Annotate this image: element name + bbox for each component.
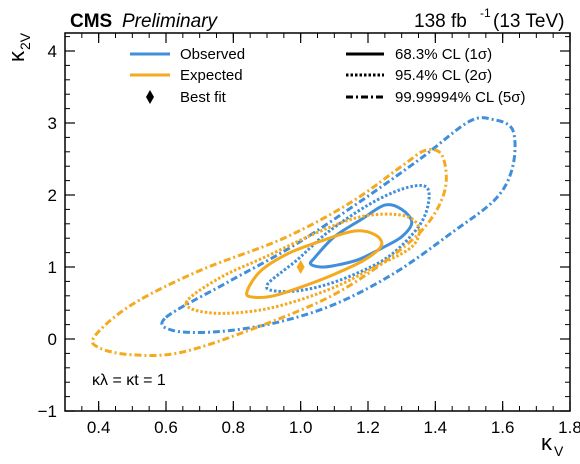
x-tick-label: 1.4: [424, 418, 448, 437]
legend-observed-label: Observed: [180, 46, 245, 63]
legend-dotted-label: 95.4% CL (2σ): [395, 67, 492, 84]
x-axis-title-sub: V: [554, 443, 564, 459]
legend-dashdot-label: 99.99994% CL (5σ): [395, 89, 525, 106]
x-tick-label: 0.8: [222, 418, 246, 437]
x-axis-title: κ V: [541, 430, 564, 459]
x-axis-ticks: 0.4 0.6 0.8 1.0 1.2 1.4 1.6 1.8: [87, 33, 580, 437]
lumi-value: 138 fb: [414, 11, 467, 32]
experiment-label: CMS: [70, 11, 112, 32]
legend-expected-label: Expected: [180, 67, 243, 84]
x-tick-label: 1.2: [356, 418, 380, 437]
x-tick-label: 0.6: [154, 418, 178, 437]
energy-label: (13 TeV): [493, 11, 564, 32]
expected-contour-dashdot: [90, 148, 448, 358]
y-axis-title: κ 2V: [4, 32, 33, 62]
legend: Observed Expected Best fit 68.3% CL (1σ)…: [130, 46, 525, 106]
observed-contour-solid: [308, 203, 414, 269]
plot-area: 0.4 0.6 0.8 1.0 1.2 1.4 1.6 1.8 −1 0 1 2 3 4: [38, 32, 580, 437]
legend-solid-label: 68.3% CL (1σ): [395, 46, 492, 63]
expected-contour-dotted: [184, 212, 421, 315]
expected-contour-solid: [245, 229, 384, 299]
legend-best-fit-label: Best fit: [180, 89, 227, 106]
y-tick-label: 4: [48, 42, 57, 61]
y-tick-label: 1: [48, 258, 57, 277]
legend-best-fit-marker: [146, 90, 154, 104]
x-tick-label: 1.0: [289, 418, 313, 437]
y-axis-ticks: −1 0 1 2 3 4: [38, 42, 570, 421]
observed-contour-dotted: [265, 183, 431, 294]
y-axis-title-main: κ: [4, 50, 29, 62]
y-tick-label: 2: [48, 186, 57, 205]
best-fit-marker: [296, 260, 305, 274]
x-tick-label: 1.8: [558, 418, 580, 437]
x-tick-label: 0.4: [87, 418, 111, 437]
lumi-exponent: -1: [480, 6, 491, 20]
x-axis-title-main: κ: [541, 430, 553, 455]
y-tick-label: 0: [48, 330, 57, 349]
observed-contour-dashdot: [160, 116, 517, 335]
y-axis-title-sub: 2V: [17, 32, 33, 50]
y-tick-label: −1: [38, 402, 57, 421]
coupling-annotation: κλ = κt = 1: [92, 372, 166, 389]
x-tick-label: 1.6: [491, 418, 515, 437]
y-tick-label: 3: [48, 114, 57, 133]
contour-group: [90, 116, 517, 358]
status-label: Preliminary: [122, 11, 219, 32]
